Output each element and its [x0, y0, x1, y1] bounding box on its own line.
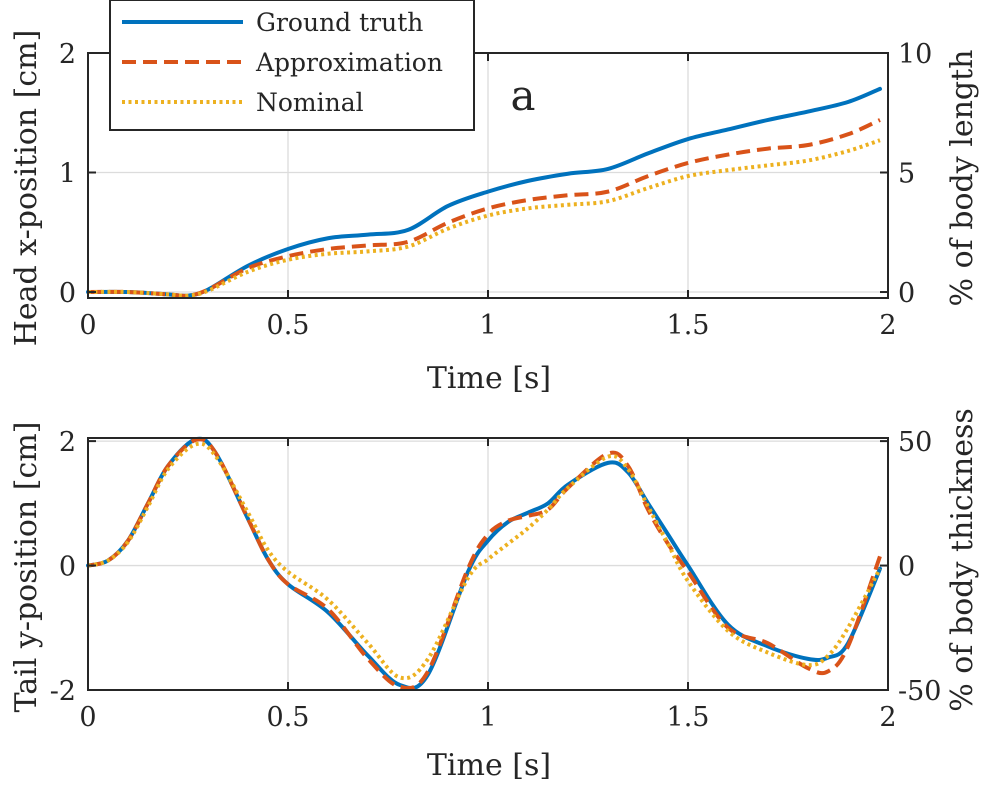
x-axis-label: Time [s] [427, 748, 551, 783]
x-tick-label: 1 [479, 702, 496, 733]
y-right-tick-label: 0 [898, 552, 915, 583]
y-right-tick-label: 10 [898, 39, 932, 70]
x-tick-label: 0.5 [267, 310, 310, 341]
series-line-approximation [87, 437, 882, 691]
y-tick-label: -2 [50, 676, 76, 707]
y-tick-label: 1 [59, 159, 76, 190]
y-right-tick-label: -50 [898, 676, 941, 707]
series-line-nominal [87, 441, 882, 681]
y-right-tick-label: 50 [898, 427, 932, 458]
y-tick-label: 2 [59, 427, 76, 458]
y-axis-label: Tail y-position [cm] [9, 422, 44, 713]
y-right-axis-label: % of body length [945, 50, 980, 307]
x-tick-label: 2 [879, 310, 896, 341]
y-tick-label: 0 [59, 552, 76, 583]
y-right-tick-label: 5 [898, 159, 915, 190]
legend-label: Nominal [256, 88, 364, 117]
legend-label: Ground truth [256, 8, 423, 37]
panel-label: a [510, 71, 535, 120]
y-axis-label: Head x-position [cm] [9, 30, 44, 347]
x-axis-label: Time [s] [427, 361, 551, 396]
x-tick-label: 0 [79, 310, 96, 341]
x-tick-label: 1.5 [667, 702, 710, 733]
y-tick-label: 2 [59, 39, 76, 70]
legend-label: Approximation [255, 48, 443, 77]
x-tick-label: 0 [79, 702, 96, 733]
legend: Ground truth Approximation Nominal [109, 0, 475, 131]
y-tick-label: 0 [59, 278, 76, 309]
y-right-axis-label: % of body thickness [945, 408, 980, 712]
y-right-tick-label: 0 [898, 278, 915, 309]
x-tick-label: 0.5 [267, 702, 310, 733]
x-tick-label: 1.5 [667, 310, 710, 341]
x-tick-label: 1 [479, 310, 496, 341]
series-line-approximation [87, 118, 881, 298]
x-tick-label: 2 [879, 702, 896, 733]
series-line-nominal [87, 138, 881, 298]
